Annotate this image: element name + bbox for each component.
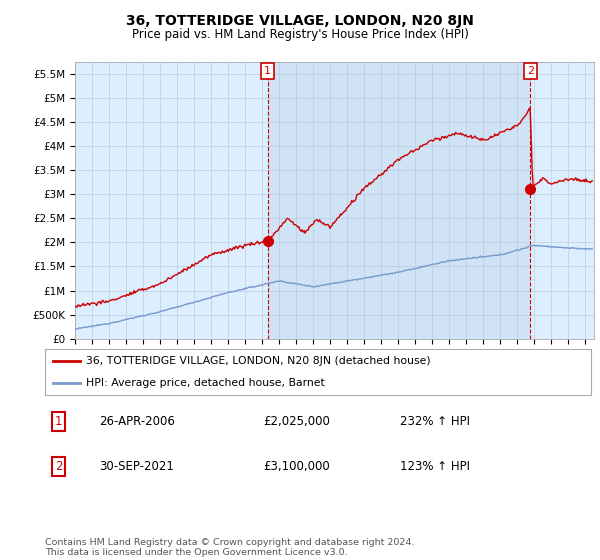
Bar: [268, 62, 530, 339]
Text: 123% ↑ HPI: 123% ↑ HPI: [400, 460, 470, 473]
Text: 2: 2: [55, 460, 62, 473]
Text: £3,100,000: £3,100,000: [263, 460, 330, 473]
Text: HPI: Average price, detached house, Barnet: HPI: Average price, detached house, Barn…: [86, 379, 325, 388]
Text: Price paid vs. HM Land Registry's House Price Index (HPI): Price paid vs. HM Land Registry's House …: [131, 28, 469, 41]
Text: £2,025,000: £2,025,000: [263, 415, 330, 428]
Text: 232% ↑ HPI: 232% ↑ HPI: [400, 415, 470, 428]
Text: 36, TOTTERIDGE VILLAGE, LONDON, N20 8JN: 36, TOTTERIDGE VILLAGE, LONDON, N20 8JN: [126, 14, 474, 28]
Text: 30-SEP-2021: 30-SEP-2021: [100, 460, 175, 473]
Text: 1: 1: [55, 415, 62, 428]
Text: 36, TOTTERIDGE VILLAGE, LONDON, N20 8JN (detached house): 36, TOTTERIDGE VILLAGE, LONDON, N20 8JN …: [86, 356, 431, 366]
Text: 26-APR-2006: 26-APR-2006: [100, 415, 175, 428]
Text: 1: 1: [264, 66, 271, 76]
Text: 2: 2: [527, 66, 534, 76]
Text: Contains HM Land Registry data © Crown copyright and database right 2024.
This d: Contains HM Land Registry data © Crown c…: [45, 538, 415, 557]
